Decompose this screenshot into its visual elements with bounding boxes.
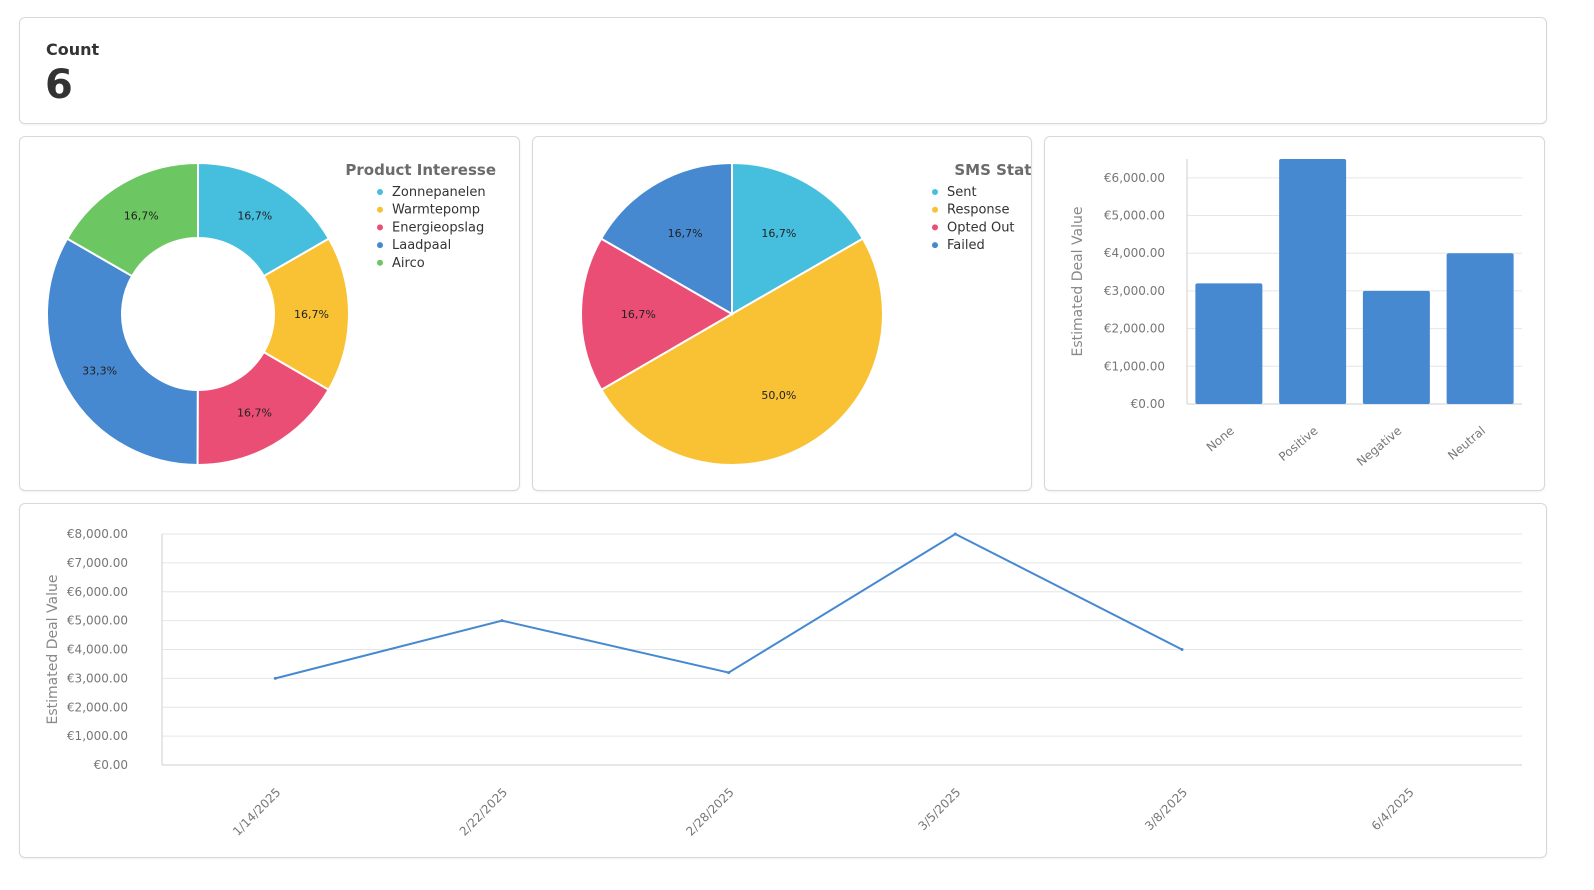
donut-slice-label: 16,7% <box>124 210 159 223</box>
pie-legend-marker <box>932 242 938 249</box>
bar-y-tick-label: €4,000.00 <box>1104 246 1165 260</box>
sms-status-pie-chart: 16,7% 50,0% 16,7% 16,7% SMS Status Sent Respon… <box>580 161 1032 466</box>
bar-none <box>1195 283 1263 404</box>
bar-x-tick-label: Neutral <box>1445 424 1488 463</box>
line-point-3-8-2025 <box>1180 648 1184 651</box>
donut-legend-item-warmtepomp: Warmtepomp <box>392 203 480 218</box>
bar-y-tick-label: €1,000.00 <box>1104 359 1165 373</box>
deal-value-bar-chart: €0.00 €1,000.00 €2,000.00 €3,000.00 €4,000.0… <box>1070 159 1522 469</box>
bar-y-axis-title: Estimated Deal Value <box>1070 207 1086 357</box>
donut-legend-item-zonnepanelen: Zonnepanelen <box>392 185 486 200</box>
pie-legend-item-response: Response <box>947 203 1009 218</box>
line-y-tick-label: €4,000.00 <box>67 643 128 657</box>
donut-legend-item-airco: Airco <box>392 256 425 271</box>
product-interest-donut-chart: 16,7% 16,7% 16,7% 33,3% 16,7% Product Interes… <box>46 161 496 467</box>
line-x-tick-label: 6/4/2025 <box>1369 785 1417 833</box>
line-x-tick-label: 3/8/2025 <box>1142 785 1190 833</box>
line-x-tick-label: 2/28/2025 <box>683 785 736 838</box>
line-point-3-5-2025 <box>953 532 957 536</box>
donut-legend-item-energieopslag: Energieopslag <box>392 220 484 235</box>
pie-slice-label: 16,7% <box>761 227 796 240</box>
line-y-tick-label: €2,000.00 <box>67 700 128 714</box>
donut-slice-label: 33,3% <box>82 365 117 378</box>
donut-slice-warmtepomp <box>262 237 350 392</box>
bar-neutral <box>1446 253 1514 404</box>
pie-slice-label: 16,7% <box>668 227 703 240</box>
pie-slice-label: 50,0% <box>761 389 796 402</box>
line-x-tick-label: 1/14/2025 <box>230 785 283 838</box>
line-y-tick-label: €7,000.00 <box>67 556 128 570</box>
pie-legend-marker <box>932 189 938 195</box>
line-y-tick-label: €3,000.00 <box>67 671 128 685</box>
donut-slice-laadpaal <box>46 237 199 467</box>
pie-legend-marker <box>932 206 938 213</box>
donut-legend-marker <box>377 224 383 231</box>
pie-legend-title: SMS Status <box>954 161 1032 179</box>
bar-x-tick-label: Positive <box>1276 424 1320 464</box>
donut-legend-marker <box>377 189 383 195</box>
donut-legend-title: Product Interesse <box>345 161 496 179</box>
pie-slice-failed <box>599 161 733 316</box>
bar-y-tick-label: €6,000.00 <box>1104 171 1165 185</box>
count-value: 6 <box>45 62 73 108</box>
line-y-tick-label: €5,000.00 <box>67 614 128 628</box>
pie-slice-response <box>600 237 884 466</box>
line-y-tick-label: €1,000.00 <box>67 729 128 743</box>
donut-legend-marker <box>377 206 383 213</box>
bar-y-tick-label: €0.00 <box>1131 397 1165 411</box>
bar-y-tick-label: €5,000.00 <box>1104 209 1165 223</box>
donut-slice-label: 16,7% <box>237 406 272 419</box>
donut-legend-item-laadpaal: Laadpaal <box>392 238 451 253</box>
bar-x-tick-label: Negative <box>1354 424 1404 469</box>
pie-legend-item-opted-out: Opted Out <box>947 220 1015 235</box>
donut-legend-marker <box>377 259 383 266</box>
line-x-tick-label: 2/22/2025 <box>457 785 510 838</box>
bar-y-tick-label: €3,000.00 <box>1104 284 1165 298</box>
line-y-tick-label: €6,000.00 <box>67 585 128 599</box>
bar-negative <box>1362 290 1430 404</box>
bar-positive <box>1279 159 1347 404</box>
pie-legend-marker <box>932 224 938 231</box>
donut-slice-energieopslag <box>196 350 330 466</box>
pie-slice-sent <box>731 161 865 316</box>
pie-slice-opted-out <box>580 237 734 392</box>
line-y-tick-label: €0.00 <box>94 758 128 772</box>
donut-legend-marker <box>377 242 383 249</box>
line-point-2-22-2025 <box>500 619 504 623</box>
deal-value-line-chart: €0.00 €1,000.00 €2,000.00 €3,000.00 €4,000.0… <box>45 527 1522 839</box>
donut-slice-label: 16,7% <box>237 210 272 223</box>
deal-value-line-chart-card: €0.00 €1,000.00 €2,000.00 €3,000.00 €4,000.0… <box>19 503 1547 858</box>
donut-slice-zonnepanelen <box>197 161 331 278</box>
donut-slice-label: 16,7% <box>294 308 329 321</box>
line-point-1-14-2025 <box>273 676 277 680</box>
deal-value-bar-chart-card: €0.00 €1,000.00 €2,000.00 €3,000.00 €4,000.0… <box>1044 136 1545 491</box>
line-y-axis-title: Estimated Deal Value <box>45 575 61 725</box>
count-label: Count <box>46 40 100 59</box>
pie-legend-item-sent: Sent <box>947 185 977 200</box>
line-y-tick-label: €8,000.00 <box>67 527 128 541</box>
pie-slice-label: 16,7% <box>621 308 656 321</box>
donut-slice-airco <box>65 161 199 278</box>
bar-x-tick-label: None <box>1204 424 1237 455</box>
pie-legend-item-failed: Failed <box>947 238 985 253</box>
deal-value-line-series <box>275 532 1183 680</box>
line-point-2-28-2025 <box>727 671 731 675</box>
sms-status-chart-card: 16,7% 50,0% 16,7% 16,7% SMS Status Sent Respon… <box>532 136 1032 491</box>
line-x-tick-label: 3/5/2025 <box>915 785 963 833</box>
bar-y-tick-label: €2,000.00 <box>1104 322 1165 336</box>
product-interest-chart-card: 16,7% 16,7% 16,7% 33,3% 16,7% Product Interes… <box>19 136 520 491</box>
count-card: Count 6 <box>19 17 1547 124</box>
